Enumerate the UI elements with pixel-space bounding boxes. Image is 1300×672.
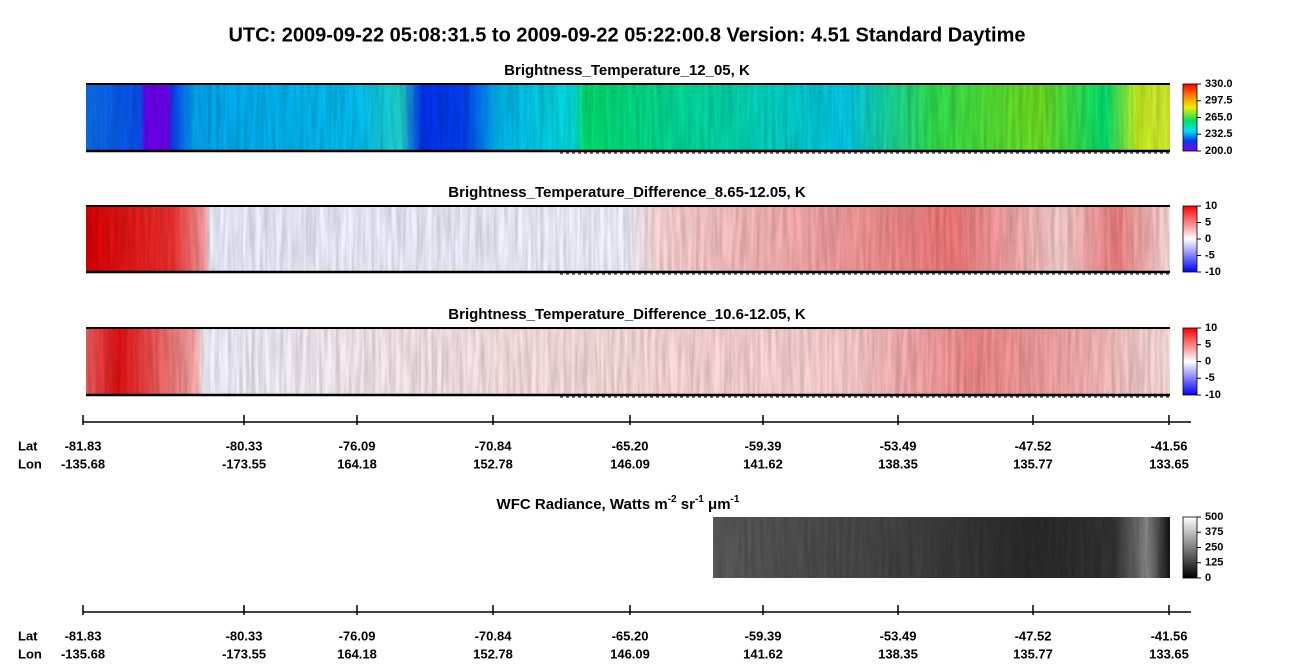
lat-label: -70.84 (475, 628, 513, 643)
image-strip (86, 84, 1170, 151)
title-part: sr (677, 496, 696, 513)
colorbar-label: 0 (1205, 355, 1211, 367)
page-title: UTC: 2009-09-22 05:08:31.5 to 2009-09-22… (228, 24, 1025, 46)
lat-label: -59.39 (745, 438, 782, 453)
lon-label: 152.78 (473, 646, 513, 661)
superscript: -1 (695, 494, 704, 505)
lat-label: -59.39 (745, 628, 782, 643)
lat-label: -41.56 (1151, 628, 1188, 643)
image-strip (86, 328, 1170, 395)
colorbar-label: 5 (1205, 216, 1211, 228)
lon-label: -173.55 (222, 646, 266, 661)
lat-label: -65.20 (612, 438, 649, 453)
colorbar-label: 10 (1205, 200, 1217, 212)
lon-label: 138.35 (878, 646, 918, 661)
superscript: -1 (731, 494, 740, 505)
image-strip (86, 206, 1170, 272)
title-part: μm (704, 496, 731, 513)
colorbar (1182, 205, 1198, 273)
lon-label: 164.18 (337, 456, 377, 471)
lon-label: 146.09 (610, 646, 650, 661)
lat-label: -70.84 (475, 438, 513, 453)
panel-title: Brightness_Temperature_Difference_8.65-1… (448, 184, 806, 201)
lat-label: -47.52 (1015, 438, 1052, 453)
colorbar-label: 125 (1205, 557, 1223, 569)
colorbar-label: 250 (1205, 541, 1223, 553)
colorbar (1182, 83, 1198, 152)
lon-label: -173.55 (222, 456, 266, 471)
lat-label: -81.83 (65, 628, 102, 643)
colorbar-label: 232.5 (1205, 128, 1233, 140)
colorbar-label: -10 (1205, 266, 1221, 278)
lat-label: -80.33 (226, 628, 263, 643)
panel-title: Brightness_Temperature_Difference_10.6-1… (448, 306, 806, 323)
axis-row-label: Lon (18, 646, 42, 661)
lat-label: -76.09 (339, 438, 376, 453)
colorbar-label: 10 (1205, 322, 1217, 334)
superscript: -2 (668, 494, 677, 505)
lat-label: -81.83 (65, 438, 102, 453)
colorbar-label: -10 (1205, 389, 1221, 401)
axis-row-label: Lon (18, 456, 42, 471)
lon-label: 152.78 (473, 456, 513, 471)
lon-label: 133.65 (1149, 456, 1189, 471)
colorbar (1182, 327, 1198, 396)
colorbar-label: 500 (1205, 511, 1223, 523)
lat-label: -76.09 (339, 628, 376, 643)
lon-label: 146.09 (610, 456, 650, 471)
lat-label: -41.56 (1151, 438, 1188, 453)
lon-label: -135.68 (61, 646, 105, 661)
lat-label: -47.52 (1015, 628, 1052, 643)
colorbar-label: 0 (1205, 233, 1211, 245)
lon-label: 135.77 (1013, 456, 1053, 471)
axis-row-label: Lat (18, 628, 38, 643)
lat-label: -53.49 (880, 628, 917, 643)
lon-label: 135.77 (1013, 646, 1053, 661)
axis-row-label: Lat (18, 438, 38, 453)
lon-label: 141.62 (743, 646, 783, 661)
colorbar-label: -5 (1205, 249, 1215, 261)
colorbar-label: 200.0 (1205, 145, 1233, 157)
panel-title: Brightness_Temperature_12_05, K (504, 62, 750, 79)
image-strip (713, 517, 1170, 578)
lon-label: 133.65 (1149, 646, 1189, 661)
lat-label: -53.49 (880, 438, 917, 453)
colorbar (1182, 516, 1198, 579)
lon-label: 138.35 (878, 456, 918, 471)
colorbar-label: 330.0 (1205, 78, 1233, 90)
colorbar-label: 0 (1205, 572, 1211, 584)
wfc-title: WFC Radiance, Watts m-2 sr-1 μm-1 (497, 494, 740, 513)
lat-label: -80.33 (226, 438, 263, 453)
colorbar-label: 375 (1205, 526, 1223, 538)
title-part: WFC Radiance, Watts m (497, 496, 668, 513)
lon-label: 141.62 (743, 456, 783, 471)
colorbar-label: -5 (1205, 372, 1215, 384)
colorbar-label: 297.5 (1205, 95, 1233, 107)
colorbar-label: 265.0 (1205, 111, 1233, 123)
lat-label: -65.20 (612, 628, 649, 643)
colorbar-label: 5 (1205, 339, 1211, 351)
lon-label: -135.68 (61, 456, 105, 471)
lon-label: 164.18 (337, 646, 377, 661)
